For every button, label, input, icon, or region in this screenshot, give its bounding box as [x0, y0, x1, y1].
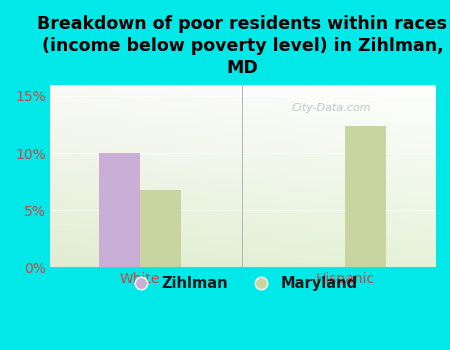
Text: City-Data.com: City-Data.com [291, 103, 371, 113]
Legend: Zihlman, Maryland: Zihlman, Maryland [121, 270, 364, 297]
Bar [140, 190, 181, 267]
Title: Breakdown of poor residents within races
(income below poverty level) in Zihlman: Breakdown of poor residents within races… [37, 15, 447, 77]
Bar [345, 126, 386, 267]
Bar [99, 153, 140, 267]
